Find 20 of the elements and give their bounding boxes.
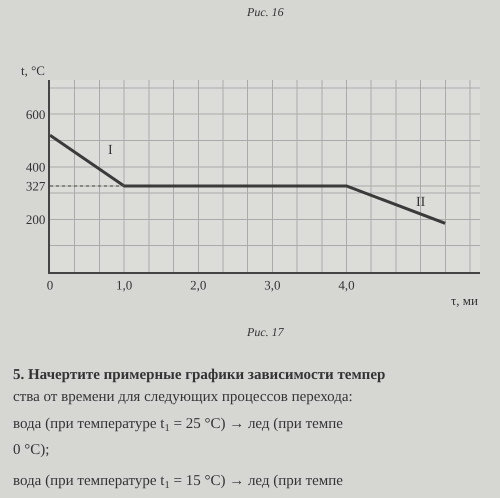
text: вода (при температуре t$_{1}$ = 25 °C) → лед (при темпе <box>13 416 344 434</box>
text: 0 °C); <box>13 442 50 458</box>
text: 5. Начертите примерные графики зависимости темпер <box>13 367 386 383</box>
y-tick-label: 400 <box>26 159 46 174</box>
x-tick-label: 2,0 <box>190 278 206 293</box>
annotation: II <box>416 195 426 210</box>
x-tick-label: 4,0 <box>338 278 355 293</box>
text: Рис. 16 <box>246 5 284 19</box>
x-tick-label: 1,0 <box>116 278 132 293</box>
text: ства от времени для следующих процессов перехода: <box>13 389 353 405</box>
text: вода (при температуре t$_{1}$ = 15 °C) → лед (при темпе <box>13 473 344 492</box>
y-tick-label: 327 <box>26 178 46 194</box>
annotation: I <box>108 143 113 158</box>
y-axis-title: t, °C <box>21 63 45 78</box>
y-tick-label: 600 <box>26 106 46 122</box>
x-tick-label: 0 <box>46 278 54 293</box>
text: Рис. 17 <box>246 325 285 339</box>
x-axis-title: τ, ми <box>451 293 478 308</box>
x-tick-label: 3,0 <box>264 278 281 293</box>
y-tick-label: 200 <box>26 212 46 227</box>
